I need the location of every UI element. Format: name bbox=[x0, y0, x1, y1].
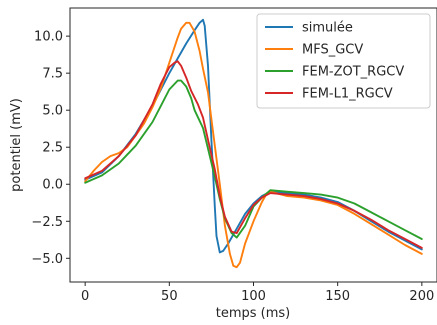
x-tick-label: 100 bbox=[241, 289, 266, 304]
x-tick-label: 200 bbox=[409, 289, 434, 304]
y-tick-label: 10.0 bbox=[34, 30, 63, 45]
y-tick-label: −5.0 bbox=[31, 252, 63, 267]
x-axis-label: temps (ms) bbox=[216, 306, 291, 321]
legend-label-1: MFS_GCV bbox=[302, 43, 363, 58]
x-tick-label: 50 bbox=[161, 289, 178, 304]
legend-box bbox=[256, 13, 431, 109]
y-tick-label: 7.5 bbox=[42, 67, 63, 82]
y-axis-label: potentiel (mV) bbox=[9, 98, 24, 192]
ticks-layer: 0 50 100 150 200 −5.0 −2.5 0.0 2.5 5.0 7.5 10.0 bbox=[31, 30, 434, 304]
series-line-0 bbox=[84, 18, 423, 254]
y-tick-label: 5.0 bbox=[42, 104, 63, 119]
legend-label-3: FEM-L1_RGCV bbox=[302, 87, 393, 102]
y-tick-label: 0.0 bbox=[42, 178, 63, 193]
y-tick-label: 2.5 bbox=[42, 141, 63, 156]
legend-label-0: simulée bbox=[302, 21, 353, 36]
x-tick-label: 150 bbox=[325, 289, 350, 304]
legend: simulée MFS_GCV FEM-ZOT_RGCV FEM-L1_RGCV bbox=[256, 13, 431, 109]
x-tick-label: 0 bbox=[81, 289, 89, 304]
series-layer bbox=[84, 18, 423, 269]
series-line-3 bbox=[84, 60, 423, 249]
y-tick-label: −2.5 bbox=[31, 215, 63, 230]
legend-label-2: FEM-ZOT_RGCV bbox=[302, 65, 404, 80]
